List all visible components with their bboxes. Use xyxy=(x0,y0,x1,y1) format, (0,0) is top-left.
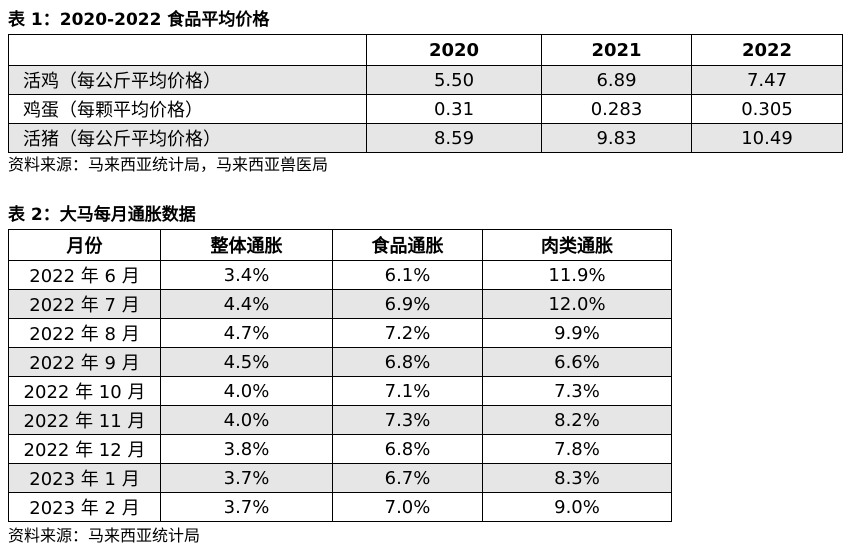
table-row: 2022 年 7 月 4.4% 6.9% 12.0% xyxy=(8,289,672,319)
table-cell: 2022 年 10 月 xyxy=(8,376,161,406)
table-cell: 6.8% xyxy=(332,434,483,464)
table-cell: 7.8% xyxy=(482,434,672,464)
table2-title: 表 2：大马每月通胀数据 xyxy=(8,205,196,225)
row-label: 活鸡（每公斤平均价格） xyxy=(8,65,367,95)
table-header-row: 月份 整体通胀 食品通胀 肉类通胀 xyxy=(8,229,672,261)
table-cell: 4.0% xyxy=(160,376,333,406)
table-cell: 3.7% xyxy=(160,463,333,493)
header-cell-2020: 2020 xyxy=(366,34,542,66)
table1-source-note: 资料来源：马来西亚统计局，马来西亚兽医局 xyxy=(8,155,329,174)
header-cell-overall: 整体通胀 xyxy=(160,229,333,261)
header-cell-2021: 2021 xyxy=(541,34,692,66)
table-row: 2022 年 12 月 3.8% 6.8% 7.8% xyxy=(8,434,672,464)
table-cell: 2022 年 9 月 xyxy=(8,347,161,377)
table-row: 2022 年 6 月 3.4% 6.1% 11.9% xyxy=(8,260,672,290)
table-cell: 6.9% xyxy=(332,289,483,319)
table-row: 活猪（每公斤平均价格） 8.59 9.83 10.49 xyxy=(8,123,843,153)
table-row: 活鸡（每公斤平均价格） 5.50 6.89 7.47 xyxy=(8,65,843,95)
table-cell: 6.8% xyxy=(332,347,483,377)
table-cell: 8.3% xyxy=(482,463,672,493)
table-cell: 7.2% xyxy=(332,318,483,348)
table-cell: 7.3% xyxy=(482,376,672,406)
table-cell: 0.31 xyxy=(366,94,542,124)
table-cell: 6.1% xyxy=(332,260,483,290)
table-cell: 9.0% xyxy=(482,492,672,522)
table-cell: 6.6% xyxy=(482,347,672,377)
table-cell: 3.7% xyxy=(160,492,333,522)
header-cell-2022: 2022 xyxy=(691,34,843,66)
table-cell: 9.83 xyxy=(541,123,692,153)
table-cell: 2023 年 1 月 xyxy=(8,463,161,493)
table-cell: 4.4% xyxy=(160,289,333,319)
header-cell-month: 月份 xyxy=(8,229,161,261)
table-cell: 10.49 xyxy=(691,123,843,153)
table2-source-note: 资料来源：马来西亚统计局 xyxy=(8,526,201,545)
table-cell: 0.283 xyxy=(541,94,692,124)
table-row: 2023 年 1 月 3.7% 6.7% 8.3% xyxy=(8,463,672,493)
table-cell: 2022 年 11 月 xyxy=(8,405,161,435)
header-cell-food: 食品通胀 xyxy=(332,229,483,261)
header-cell-meat: 肉类通胀 xyxy=(482,229,672,261)
table-cell: 6.89 xyxy=(541,65,692,95)
table-cell: 4.0% xyxy=(160,405,333,435)
table-cell: 0.305 xyxy=(691,94,843,124)
inflation-table: 月份 整体通胀 食品通胀 肉类通胀 2022 年 6 月 3.4% 6.1% 1… xyxy=(8,229,672,522)
table-row: 2022 年 8 月 4.7% 7.2% 9.9% xyxy=(8,318,672,348)
table-row: 2022 年 9 月 4.5% 6.8% 6.6% xyxy=(8,347,672,377)
table-cell: 2022 年 7 月 xyxy=(8,289,161,319)
table-cell: 8.59 xyxy=(366,123,542,153)
table-row: 鸡蛋（每颗平均价格） 0.31 0.283 0.305 xyxy=(8,94,843,124)
table-cell: 3.8% xyxy=(160,434,333,464)
table-cell: 3.4% xyxy=(160,260,333,290)
table-cell: 2022 年 8 月 xyxy=(8,318,161,348)
table-cell: 7.1% xyxy=(332,376,483,406)
table-row: 2022 年 11 月 4.0% 7.3% 8.2% xyxy=(8,405,672,435)
price-table: 2020 2021 2022 活鸡（每公斤平均价格） 5.50 6.89 7.4… xyxy=(8,34,843,153)
table-cell: 8.2% xyxy=(482,405,672,435)
table-row: 2022 年 10 月 4.0% 7.1% 7.3% xyxy=(8,376,672,406)
table-cell: 2022 年 12 月 xyxy=(8,434,161,464)
table-cell: 7.3% xyxy=(332,405,483,435)
table-cell: 5.50 xyxy=(366,65,542,95)
table-cell: 12.0% xyxy=(482,289,672,319)
header-cell-empty xyxy=(8,34,367,66)
table-cell: 7.0% xyxy=(332,492,483,522)
table-cell: 2022 年 6 月 xyxy=(8,260,161,290)
table-cell: 4.5% xyxy=(160,347,333,377)
table-cell: 9.9% xyxy=(482,318,672,348)
row-label: 活猪（每公斤平均价格） xyxy=(8,123,367,153)
table-cell: 4.7% xyxy=(160,318,333,348)
table-cell: 6.7% xyxy=(332,463,483,493)
table-header-row: 2020 2021 2022 xyxy=(8,34,843,66)
table-cell: 11.9% xyxy=(482,260,672,290)
row-label: 鸡蛋（每颗平均价格） xyxy=(8,94,367,124)
table-row: 2023 年 2 月 3.7% 7.0% 9.0% xyxy=(8,492,672,522)
table-cell: 7.47 xyxy=(691,65,843,95)
table-cell: 2023 年 2 月 xyxy=(8,492,161,522)
table1-title: 表 1：2020-2022 食品平均价格 xyxy=(8,10,270,30)
